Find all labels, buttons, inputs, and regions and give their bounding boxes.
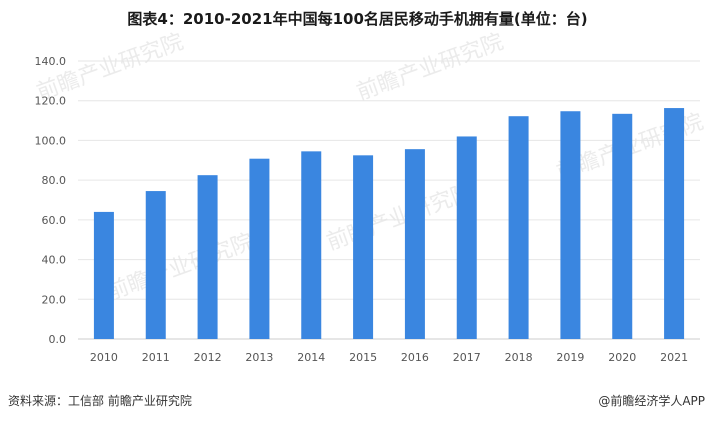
x-tick-label: 2019 bbox=[556, 351, 584, 364]
bar-2016 bbox=[404, 149, 425, 339]
bar-2020 bbox=[612, 113, 633, 339]
x-tick-label: 2021 bbox=[660, 351, 688, 364]
x-tick-label: 2016 bbox=[401, 351, 429, 364]
source-note: 资料来源：工信部 前瞻产业研究院 bbox=[8, 394, 192, 408]
bar-2019 bbox=[560, 111, 581, 339]
bar-2011 bbox=[145, 191, 166, 339]
chart-title: 图表4：2010-2021年中国每100名居民移动手机拥有量(单位：台) bbox=[127, 10, 588, 28]
watermark-text: 前瞻产业研究院 bbox=[324, 179, 477, 255]
y-axis: 0.0 20.0 40.0 60.0 80.0 100.0 120.0 140.0 bbox=[35, 55, 67, 346]
bar-2014 bbox=[301, 151, 322, 339]
y-tick-label: 20.0 bbox=[42, 293, 67, 306]
y-tick-label: 0.0 bbox=[49, 333, 67, 346]
y-tick-label: 120.0 bbox=[35, 95, 67, 108]
x-tick-label: 2020 bbox=[608, 351, 636, 364]
x-tick-label: 2017 bbox=[453, 351, 481, 364]
bar-2017 bbox=[456, 136, 477, 339]
gridlines bbox=[78, 60, 700, 340]
y-tick-label: 40.0 bbox=[42, 254, 67, 267]
watermark-text: 前瞻产业研究院 bbox=[354, 29, 507, 105]
x-tick-label: 2012 bbox=[194, 351, 222, 364]
x-tick-label: 2013 bbox=[245, 351, 273, 364]
y-tick-label: 80.0 bbox=[42, 174, 67, 187]
bar-2012 bbox=[197, 175, 218, 339]
x-tick-label: 2010 bbox=[90, 351, 118, 364]
y-tick-label: 60.0 bbox=[42, 214, 67, 227]
x-tick-label: 2011 bbox=[142, 351, 170, 364]
y-tick-label: 140.0 bbox=[35, 55, 67, 68]
x-axis: 2010 2011 2012 2013 2014 2015 2016 2017 2018 2019… bbox=[90, 351, 688, 364]
x-tick-label: 2015 bbox=[349, 351, 377, 364]
bar-chart: 前瞻产业研究院前瞻产业研究院前瞻产业研究院前瞻产业研究院前瞻产业研究院 0.02… bbox=[34, 29, 707, 364]
x-tick-label: 2018 bbox=[505, 351, 533, 364]
bars bbox=[93, 108, 685, 340]
watermark-text: 前瞻产业研究院 bbox=[104, 229, 257, 305]
brand-label: @前瞻经济学人APP bbox=[598, 394, 705, 408]
bar-2013 bbox=[249, 158, 270, 339]
bar-2021 bbox=[664, 108, 685, 339]
y-tick-label: 100.0 bbox=[35, 134, 67, 147]
bar-2015 bbox=[353, 155, 374, 339]
footer: 资料来源：工信部 前瞻产业研究院 @前瞻经济学人APP bbox=[8, 392, 705, 409]
bar-2010 bbox=[93, 211, 114, 339]
bar-2018 bbox=[508, 116, 529, 340]
x-tick-label: 2014 bbox=[297, 351, 325, 364]
